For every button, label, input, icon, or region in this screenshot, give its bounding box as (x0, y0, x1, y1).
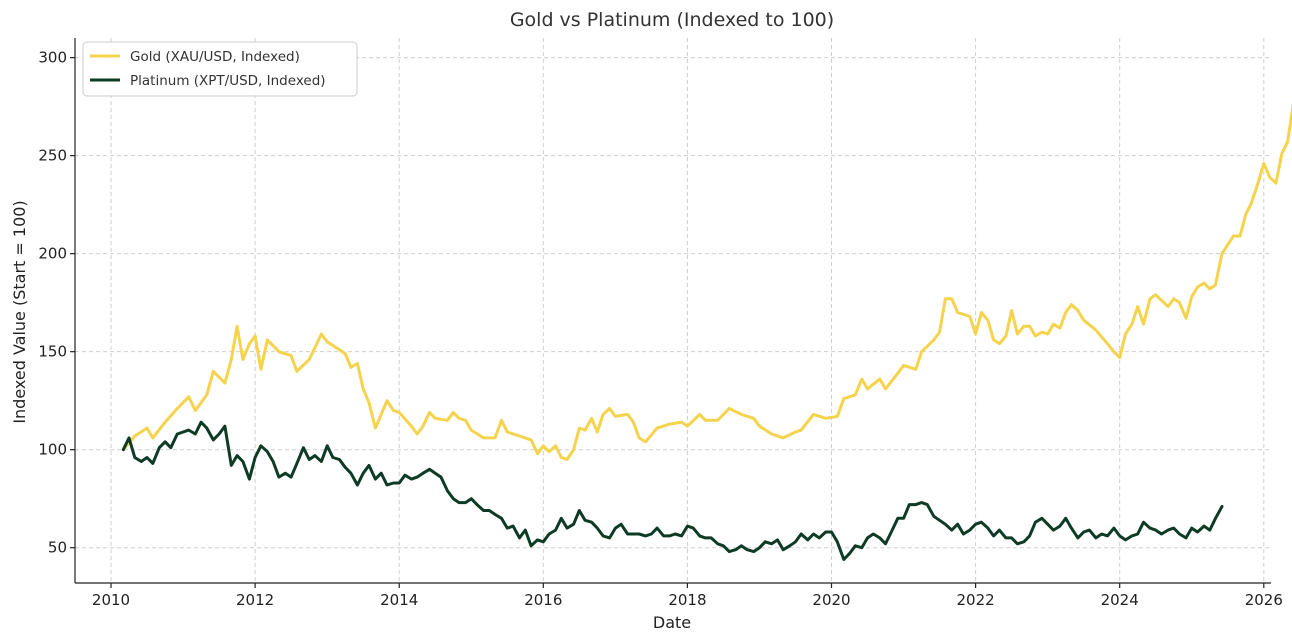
y-tick-label: 50 (48, 539, 67, 557)
legend-label: Platinum (XPT/USD, Indexed) (130, 73, 326, 89)
y-tick-label: 200 (38, 245, 67, 263)
axes: 2010 2012 2014 2016 2018 2020 2022 2024 2026 50 10… (38, 38, 1283, 609)
grid-lines (75, 38, 1271, 583)
series-group (121, 102, 1292, 561)
x-tick-label: 2024 (1101, 591, 1139, 609)
legend-label: Gold (XAU/USD, Indexed) (130, 49, 300, 65)
y-tick-label: 250 (38, 147, 67, 165)
x-tick-label: 2010 (92, 591, 130, 609)
chart-title: Gold vs Platinum (Indexed to 100) (510, 9, 834, 31)
legend: Gold (XAU/USD, Indexed) Platinum (XPT/USD… (82, 41, 358, 97)
x-axis-title: Date (653, 613, 691, 632)
series-line-platinum (121, 420, 1224, 561)
y-axis-title: Indexed Value (Start = 100) (10, 200, 29, 423)
y-tick-label: 100 (38, 441, 67, 459)
y-tick-label: 300 (38, 49, 67, 67)
legend-box (82, 41, 358, 97)
y-tick-label: 150 (38, 343, 67, 361)
series-line-gold (121, 102, 1292, 461)
x-tick-label: 2020 (812, 591, 850, 609)
x-tick-label: 2026 (1245, 591, 1283, 609)
x-tick-label: 2016 (524, 591, 562, 609)
x-tick-label: 2018 (668, 591, 706, 609)
x-tick-label: 2014 (380, 591, 418, 609)
x-tick-label: 2022 (957, 591, 995, 609)
x-tick-label: 2012 (236, 591, 274, 609)
